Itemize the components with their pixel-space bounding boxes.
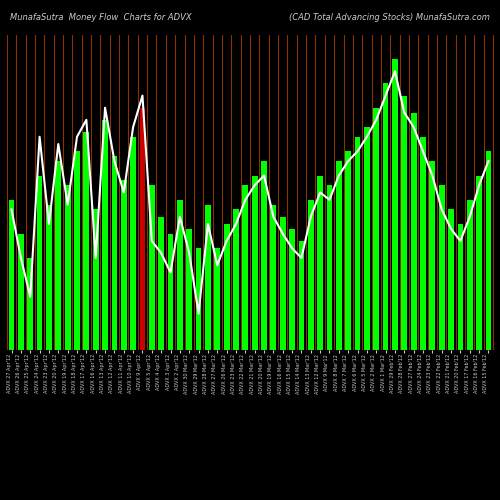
Bar [93,210,98,350]
Bar [354,137,360,350]
Bar [402,96,407,350]
Bar [382,84,388,350]
Bar [308,200,314,350]
Bar [374,108,379,350]
Bar [448,210,454,350]
Bar [420,137,426,350]
Bar [196,248,202,350]
Bar [252,176,258,350]
Bar [149,185,154,350]
Bar [18,234,24,350]
Bar [46,204,52,350]
Bar [56,161,61,350]
Bar [74,152,80,350]
Bar [36,176,43,350]
Bar [289,229,295,350]
Bar [270,204,276,350]
Bar [84,132,89,350]
Bar [410,112,416,350]
Bar [317,176,323,350]
Bar [261,161,267,350]
Bar [186,229,192,350]
Bar [326,185,332,350]
Bar [364,127,370,350]
Bar [130,137,136,350]
Bar [336,161,342,350]
Bar [205,204,211,350]
Bar [140,108,145,350]
Bar [346,152,351,350]
Bar [28,258,33,350]
Text: (CAD Total Advancing Stocks) MunafaSutra.com: (CAD Total Advancing Stocks) MunafaSutra… [289,12,490,22]
Bar [486,152,492,350]
Bar [298,241,304,350]
Bar [467,200,472,350]
Bar [121,180,126,350]
Bar [242,185,248,350]
Bar [458,224,464,350]
Bar [112,156,117,350]
Bar [8,200,14,350]
Text: MunafaSutra  Money Flow  Charts for ADVX: MunafaSutra Money Flow Charts for ADVX [10,12,192,22]
Bar [214,248,220,350]
Bar [168,234,173,350]
Bar [177,200,183,350]
Bar [392,59,398,350]
Bar [65,185,70,350]
Bar [158,216,164,350]
Bar [439,185,444,350]
Bar [224,224,230,350]
Bar [280,216,285,350]
Bar [430,161,435,350]
Bar [476,176,482,350]
Bar [102,120,108,350]
Bar [233,210,239,350]
